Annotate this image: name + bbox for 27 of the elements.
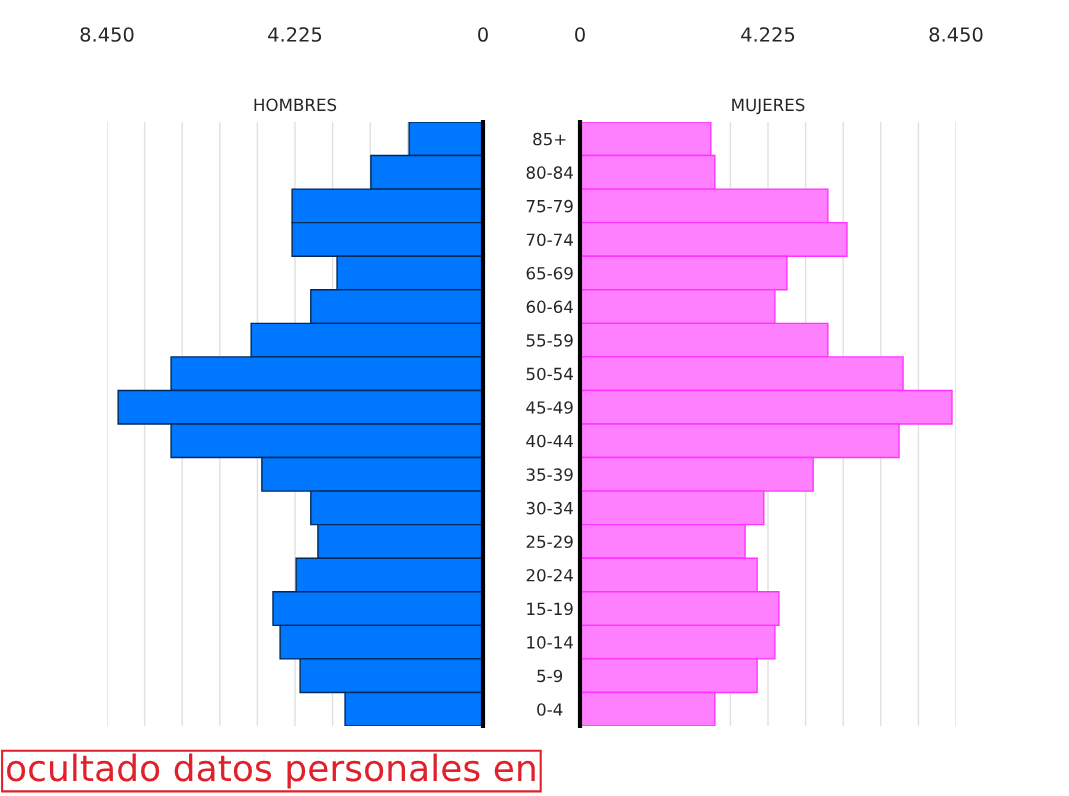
x-tick-label: 4.225 bbox=[268, 27, 322, 42]
y-tick-label: 30-34 bbox=[526, 501, 573, 515]
x-tick-label: 8.450 bbox=[80, 27, 134, 42]
y-tick-label: 80-84 bbox=[526, 166, 573, 179]
y-tick-label: 35-39 bbox=[526, 468, 573, 481]
y-tick-label: 70-74 bbox=[526, 233, 573, 247]
y-tick-label: 15-19 bbox=[527, 602, 573, 616]
y-tick-label: 50-54 bbox=[526, 367, 573, 381]
y-tick-label: 45-49 bbox=[526, 401, 573, 414]
y-tick-label: 5-9 bbox=[537, 669, 563, 683]
y-tick-label: 55-59 bbox=[526, 334, 573, 347]
y-tick-label: 60-64 bbox=[526, 300, 573, 314]
y-tick-label: 25-29 bbox=[526, 535, 573, 549]
x-tick-label: 0 bbox=[478, 27, 488, 42]
text: ocultado datos personales en bbox=[6, 753, 535, 789]
x-tick-label: 4.225 bbox=[741, 27, 795, 42]
y-tick-label: 10-14 bbox=[527, 636, 573, 649]
chart-title: MUJERES bbox=[732, 98, 805, 115]
y-tick-label: 85+ bbox=[533, 132, 566, 146]
y-tick-label: 0-4 bbox=[537, 703, 563, 716]
y-tick-label: 75-79 bbox=[526, 199, 573, 213]
y-tick-label: 65-69 bbox=[526, 266, 573, 280]
y-tick-label: 20-24 bbox=[526, 568, 573, 582]
x-tick-label: 8.450 bbox=[929, 27, 983, 42]
chart-title: HOMBRES bbox=[254, 98, 337, 112]
x-tick-label: 0 bbox=[575, 27, 585, 42]
y-tick-label: 40-44 bbox=[526, 434, 573, 448]
